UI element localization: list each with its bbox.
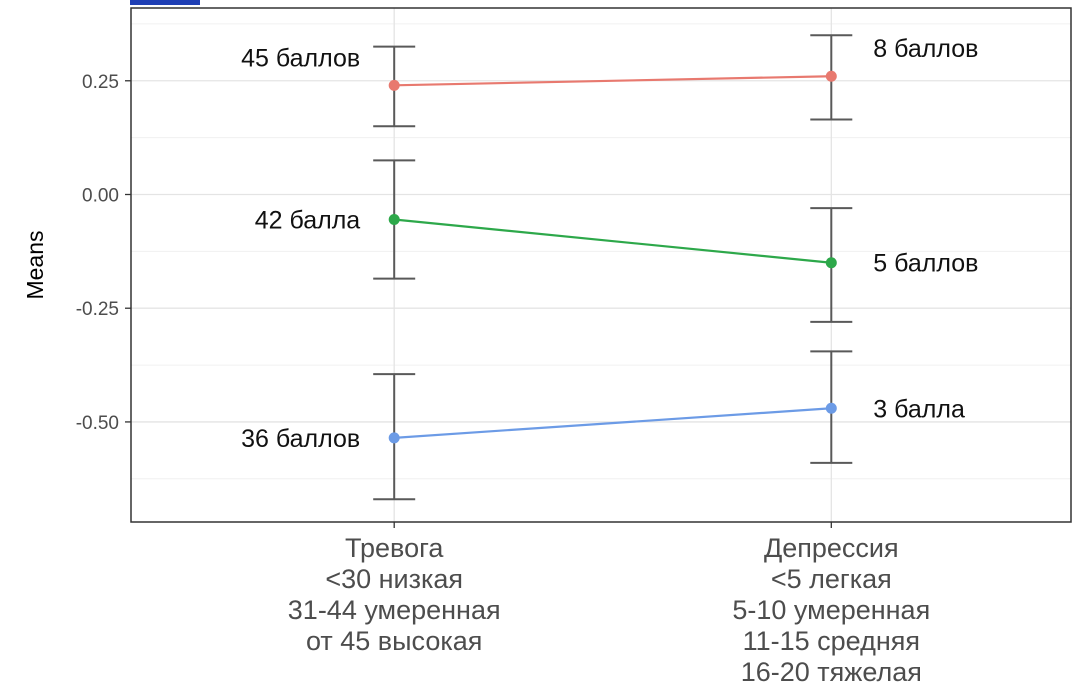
- data-label: 8 баллов: [873, 35, 978, 63]
- x-axis: Тревога <30 низкая 31-44 умеренная от 45 вы…: [288, 522, 930, 687]
- x-tick-label-line: 31-44 умеренная: [288, 595, 501, 625]
- data-label: 36 баллов: [241, 425, 360, 453]
- x-tick-label: Депрессия <5 легкая 5-10 умеренная 11-15 ср…: [732, 533, 930, 687]
- series-2: 42 балла 5 баллов: [255, 159, 978, 323]
- top-edge-decoration: [130, 0, 200, 5]
- x-tick-label-line: 16-20 тяжелая: [741, 657, 922, 687]
- x-tick-label-line: от 45 высокая: [306, 626, 482, 656]
- series-line: [394, 218, 832, 264]
- y-axis: 0.25 0.00 -0.25 -0.50: [76, 72, 131, 434]
- data-label: 42 балла: [255, 207, 361, 235]
- plot-panel-border: [130, 7, 1072, 523]
- data-label: 3 балла: [873, 395, 965, 423]
- x-tick-label-line: 11-15 средняя: [743, 626, 920, 656]
- data-point: [388, 79, 400, 91]
- x-tick-label-line: 5-10 умеренная: [732, 595, 930, 625]
- data-label: 45 баллов: [241, 44, 360, 72]
- data-point: [825, 257, 837, 269]
- y-tick-label: 0.00: [82, 185, 119, 206]
- x-tick-label-line: Депрессия: [764, 533, 899, 563]
- series-line: [394, 407, 832, 439]
- y-tick-label: -0.25: [76, 299, 119, 320]
- data-point: [388, 432, 400, 444]
- y-tick-label: -0.50: [76, 413, 119, 434]
- y-axis-title: Means: [22, 230, 48, 299]
- x-tick-label-line: <5 легкая: [771, 564, 892, 594]
- x-tick-label-line: Тревога: [345, 533, 444, 563]
- data-point: [825, 402, 837, 414]
- y-tick-label: 0.25: [82, 72, 119, 93]
- series-1: 45 баллов 8 баллов: [241, 34, 978, 128]
- series-layer: 45 баллов 8 баллов 42 балла 5 баллов 36 балл…: [241, 34, 978, 501]
- data-point: [825, 70, 837, 82]
- x-tick-label: Тревога <30 низкая 31-44 умеренная от 45 вы…: [288, 533, 501, 656]
- series-3: 36 баллов 3 балла: [241, 350, 965, 501]
- data-label: 5 баллов: [873, 250, 978, 278]
- x-tick-label-line: <30 низкая: [325, 564, 463, 594]
- data-point: [388, 214, 400, 226]
- series-line: [394, 75, 832, 87]
